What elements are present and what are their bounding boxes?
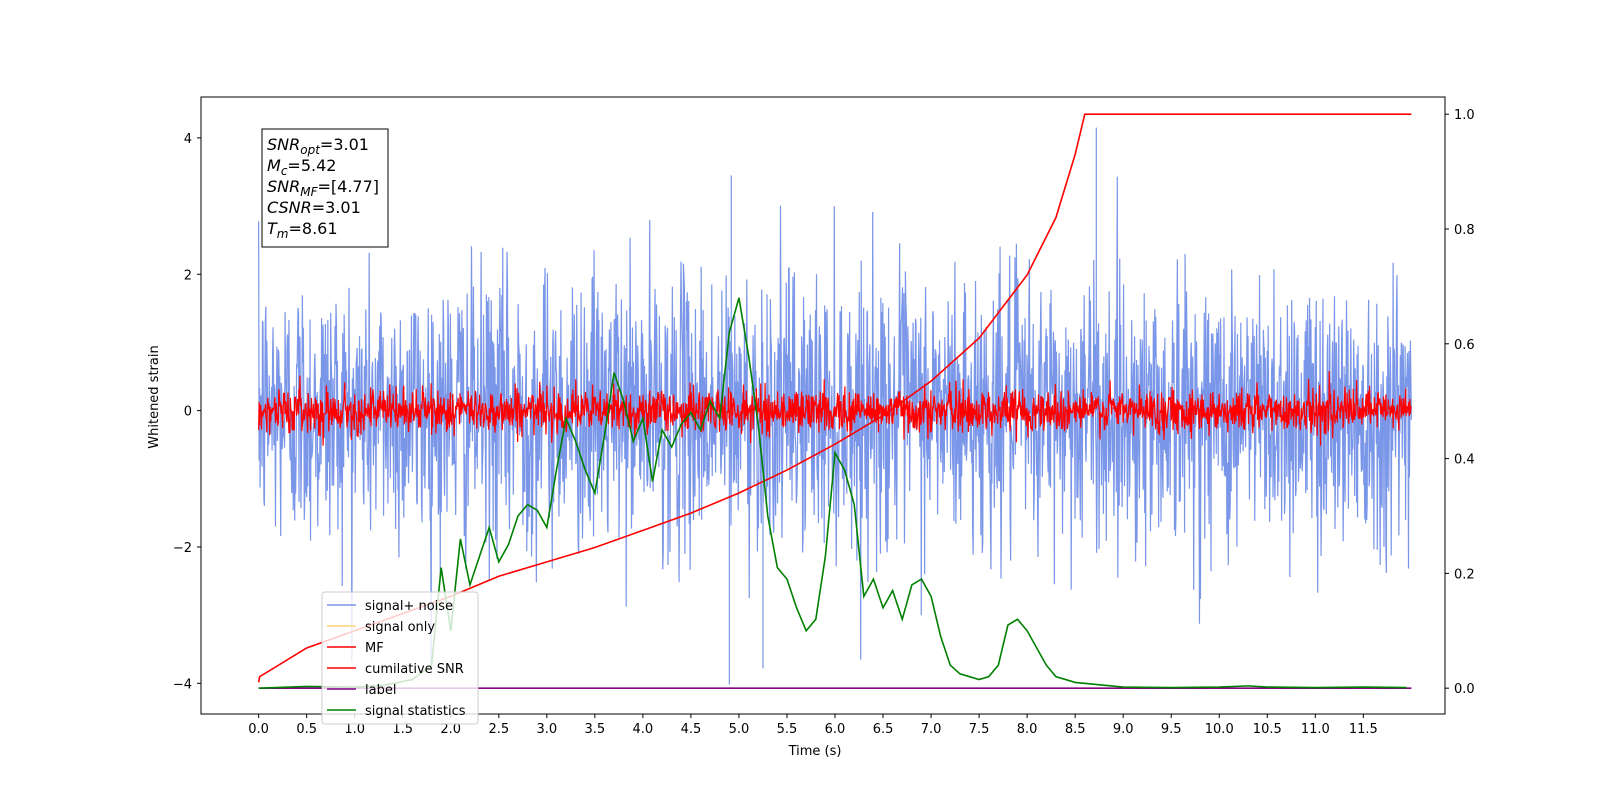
x-tick-label: 10.0: [1205, 722, 1234, 737]
x-tick-label: 7.5: [969, 722, 990, 737]
x-tick-label: 1.5: [392, 722, 413, 737]
stats-box-border: [261, 128, 389, 248]
x-tick-label: 0.0: [248, 722, 269, 737]
y-tick-label: −2: [173, 541, 192, 556]
x-tick-label: 6.5: [873, 722, 894, 737]
y-ticks: 4 2 0 −2 −4: [173, 132, 201, 692]
x-tick-label: 5.0: [729, 722, 750, 737]
stats-box-line: SNRopt=3.01: [267, 135, 369, 157]
x-tick-label: 4.5: [681, 722, 702, 737]
y-tick-label: 2: [184, 268, 192, 283]
y2-tick-label: 0.2: [1454, 567, 1475, 582]
x-tick-label: 3.0: [536, 722, 557, 737]
y2-tick-label: 1.0: [1454, 108, 1475, 123]
y-tick-label: 4: [184, 132, 192, 147]
y2-tick-label: 0.4: [1454, 453, 1475, 468]
x-tick-label: 9.5: [1161, 722, 1182, 737]
y-tick-label: −4: [173, 677, 192, 692]
x-tick-label: 1.0: [344, 722, 365, 737]
stats-box-line: SNRMF=[4.77]: [267, 177, 379, 199]
x-axis-label: Time (s): [788, 744, 842, 759]
x-tick-label: 0.5: [296, 722, 317, 737]
x-tick-label: 11.5: [1349, 722, 1378, 737]
legend-label: signal statistics: [365, 704, 466, 719]
x-tick-label: 7.0: [921, 722, 942, 737]
y2-tick-label: 0.6: [1454, 338, 1475, 353]
legend-label: signal+ noise: [365, 599, 453, 614]
x-tick-label: 10.5: [1253, 722, 1282, 737]
stats-box-line: Tm=8.61: [267, 219, 338, 241]
x-tick-label: 9.0: [1113, 722, 1134, 737]
y-axis-label: Whitened strain: [147, 345, 162, 448]
legend-label: signal only: [365, 620, 435, 635]
x-tick-label: 8.5: [1065, 722, 1086, 737]
legend-label: label: [365, 683, 396, 698]
x-tick-label: 2.0: [440, 722, 461, 737]
y2-ticks: 1.0 0.8 0.6 0.4 0.2 0.0: [1445, 108, 1475, 697]
x-tick-label: 2.5: [488, 722, 509, 737]
x-tick-label: 3.5: [585, 722, 606, 737]
x-ticks: 0.0 0.5 1.0 1.5 2.0 2.5 3.0 3.5 4.0 4.5 5.0 5.5 6.0 6…: [248, 714, 1378, 737]
legend-frame: [321, 591, 479, 725]
axes-frame: [200, 96, 1446, 715]
x-tick-label: 11.0: [1301, 722, 1330, 737]
y-tick-label: 0: [184, 405, 192, 420]
y2-tick-label: 0.0: [1454, 682, 1475, 697]
stats-box-line: Mc=5.42: [267, 156, 336, 178]
legend: signal+ noise signal only MF cumilative SNR…: [321, 591, 479, 725]
x-tick-label: 6.0: [825, 722, 846, 737]
axes-border: [200, 96, 1446, 715]
series-signal-noise: [258, 127, 1412, 685]
legend-label: cumilative SNR: [365, 662, 464, 677]
x-tick-label: 8.0: [1017, 722, 1038, 737]
stats-box-line: CSNR=3.01: [267, 198, 361, 217]
x-tick-label: 4.0: [633, 722, 654, 737]
series-signal-statistics: [258, 297, 1407, 689]
legend-label: MF: [365, 641, 384, 656]
x-tick-label: 5.5: [777, 722, 798, 737]
y2-tick-label: 0.8: [1454, 223, 1475, 238]
series-mf: [258, 371, 1412, 446]
